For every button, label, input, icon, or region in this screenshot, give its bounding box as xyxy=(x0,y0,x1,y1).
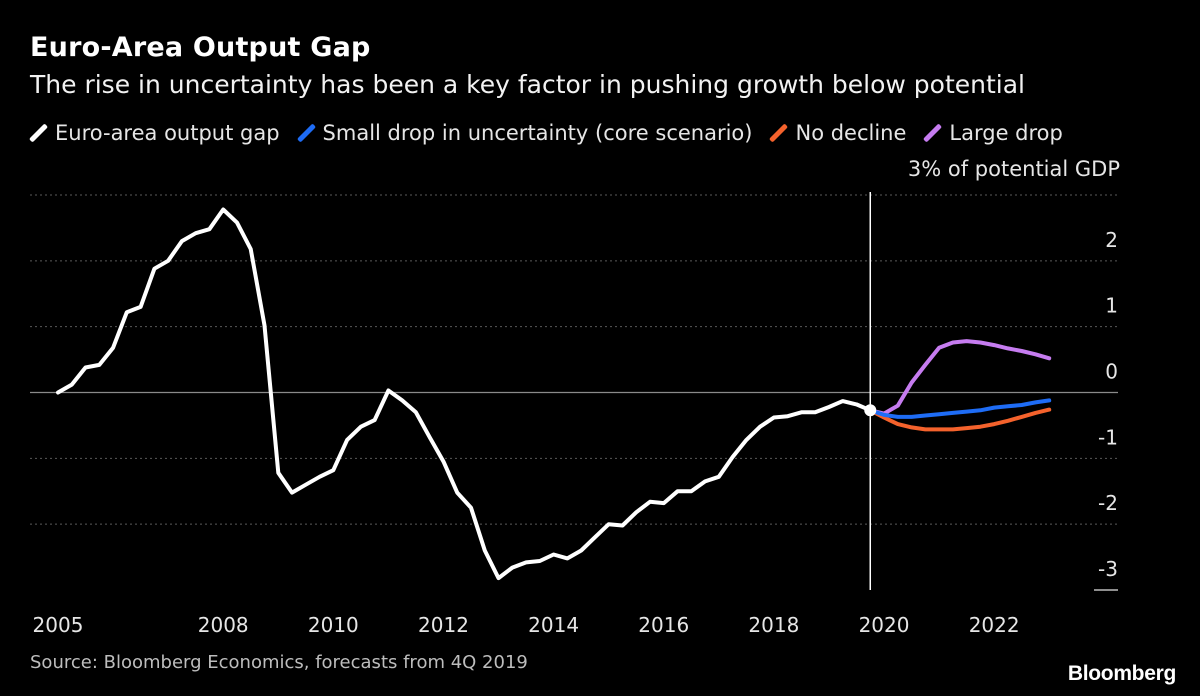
legend-item-small-drop: Small drop in uncertainty (core scenario… xyxy=(296,121,753,145)
x-tick-label: 2008 xyxy=(198,613,249,637)
y-tick-label: 2 xyxy=(1105,228,1118,252)
legend-label-no-decline: No decline xyxy=(795,121,907,145)
chart-subtitle: The rise in uncertainty has been a key f… xyxy=(30,70,1025,99)
series-line-large-drop xyxy=(868,339,1052,416)
legend: Euro-area output gap Small drop in uncer… xyxy=(28,121,1081,145)
chart-title: Euro-Area Output Gap xyxy=(30,32,371,63)
x-tick-label: 2010 xyxy=(308,613,359,637)
y-tick-label: -1 xyxy=(1098,425,1118,449)
x-tick-label: 2016 xyxy=(638,613,689,637)
y-tick-label: 1 xyxy=(1105,294,1118,318)
x-tick-label: 2022 xyxy=(969,613,1020,637)
legend-item-large-drop: Large drop xyxy=(923,121,1063,145)
bloomberg-logo: Bloomberg xyxy=(1067,662,1176,685)
x-tick-label: 2018 xyxy=(748,613,799,637)
legend-label-large-drop: Large drop xyxy=(949,121,1063,145)
legend-item-output-gap: Euro-area output gap xyxy=(28,121,280,145)
series-line-small-drop-in-uncertainty-core-scenario xyxy=(868,398,1052,419)
x-tick-label: 2020 xyxy=(859,613,910,637)
y-tick-label: -2 xyxy=(1098,491,1118,515)
legend-label-small-drop: Small drop in uncertainty (core scenario… xyxy=(322,121,753,145)
x-tick-label: 2005 xyxy=(33,613,84,637)
series-line-euro-area-output-gap xyxy=(56,207,873,581)
source-note: Source: Bloomberg Economics, forecasts f… xyxy=(30,652,528,673)
legend-item-no-decline: No decline xyxy=(769,121,907,145)
series-line-no-decline xyxy=(868,407,1052,432)
y-tick-label: 0 xyxy=(1105,360,1118,384)
x-tick-label: 2012 xyxy=(418,613,469,637)
last-actual-marker xyxy=(864,404,877,417)
y-tick-label: -3 xyxy=(1098,557,1118,581)
legend-label-output-gap: Euro-area output gap xyxy=(55,121,280,145)
unit-label: 3% of potential GDP xyxy=(907,157,1120,181)
x-tick-label: 2014 xyxy=(528,613,579,637)
